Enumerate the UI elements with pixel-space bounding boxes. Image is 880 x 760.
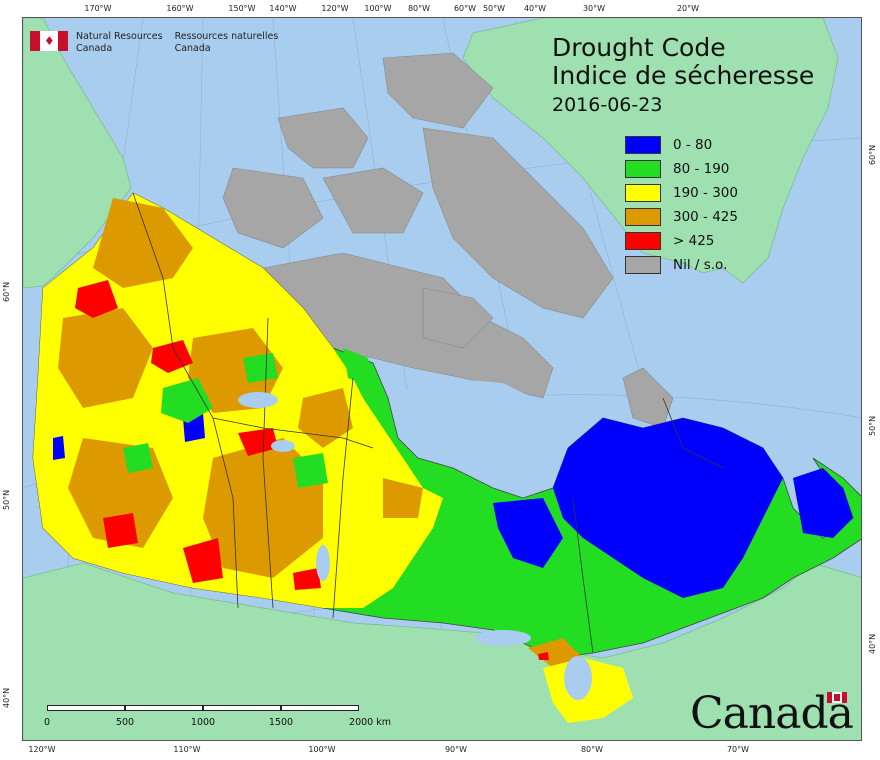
tick-left-label: 40°N [2,687,11,708]
tick-bottom-label: 80°W [580,745,604,754]
agency-name-fr-line2: Canada [174,43,211,54]
tick-top-label: 30°W [582,4,606,13]
tick-top-label: 120°W [321,4,349,13]
arctic-islands [222,52,674,429]
legend-label: > 425 [673,233,715,249]
provincial-borders [132,192,724,654]
tick-right-label: 50°N [868,415,877,436]
legend-swatch [625,256,661,274]
map-panel [22,17,862,741]
legend-swatch [625,160,661,178]
tick-right-label: 60°N [868,144,877,165]
legend: 0 - 80 80 - 190 190 - 300 300 - 425 > 42… [625,133,738,277]
agency-name-fr-line1: Ressources naturelles [174,31,279,42]
tick-bottom-label: 110°W [173,745,201,754]
legend-label: 300 - 425 [673,209,738,225]
tick-top-label: 160°W [166,4,194,13]
legend-item: 190 - 300 [625,181,738,205]
legend-swatch [625,136,661,154]
scale-label: 1000 [190,717,216,728]
scale-label: 0 [43,717,51,728]
agency-name-fr: Ressources naturelles Canada [175,31,279,55]
tick-top-label: 60°W [453,4,477,13]
tick-top-label: 50°W [482,4,506,13]
legend-swatch [625,184,661,202]
map-graphic [23,18,861,740]
scale-label: 500 [115,717,135,728]
tick-bottom-label: 100°W [308,745,336,754]
tick-right-label: 40°N [868,633,877,654]
agency-header: ♦ Natural Resources Canada Ressources na… [30,31,290,55]
legend-swatch [625,208,661,226]
canada-flag-icon: ♦ [30,31,68,51]
scale-label: 2000 km [349,717,391,728]
canada-wordmark: Canada [690,688,854,739]
tick-top-label: 140°W [269,4,297,13]
scale-segment [281,705,359,711]
scale-label: 1500 [268,717,294,728]
scale-segment [47,705,125,711]
canada-wordmark-flag-icon [827,692,847,703]
legend-item: 0 - 80 [625,133,738,157]
tick-left-label: 50°N [2,489,11,510]
legend-item: 80 - 190 [625,157,738,181]
lakes [238,392,592,700]
agency-name-en: Natural Resources Canada [76,31,163,55]
legend-label: 190 - 300 [673,185,738,201]
legend-item: > 425 [625,229,738,253]
map-date: 2016-06-23 [552,94,663,116]
scale-segment [125,705,203,711]
legend-label: 80 - 190 [673,161,730,177]
map-title: Drought Code Indice de sécheresse 2016-0… [552,34,814,118]
tick-left-label: 60°N [2,281,11,302]
drought-zone-80-190 [123,348,373,488]
agency-name-en-line2: Canada [76,43,113,54]
legend-item: 300 - 425 [625,205,738,229]
agency-name-en-line1: Natural Resources [76,31,163,42]
legend-swatch [625,232,661,250]
tick-top-label: 40°W [523,4,547,13]
scale-segment [203,705,281,711]
usa-landmass [23,562,861,740]
tick-top-label: 150°W [228,4,256,13]
tick-top-label: 100°W [364,4,392,13]
scale-bar [47,705,360,713]
title-en: Drought Code [552,33,726,62]
title-fr: Indice de sécheresse [552,61,815,90]
tick-bottom-label: 90°W [444,745,468,754]
hudson-bay [383,378,563,498]
tick-top-label: 80°W [407,4,431,13]
tick-top-label: 170°W [84,4,112,13]
tick-bottom-label: 70°W [726,745,750,754]
legend-label: Nil / s.o. [673,257,728,273]
tick-top-label: 20°W [676,4,700,13]
legend-label: 0 - 80 [673,137,713,153]
tick-bottom-label: 120°W [28,745,56,754]
legend-item: Nil / s.o. [625,253,738,277]
